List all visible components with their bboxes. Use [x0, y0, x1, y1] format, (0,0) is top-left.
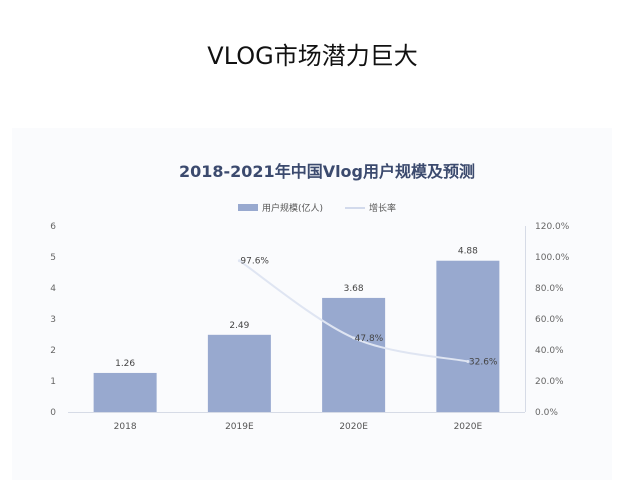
growth-line	[237, 259, 470, 363]
bar-value-label: 4.88	[458, 247, 478, 257]
left-tick-label: 6	[50, 222, 56, 232]
right-tick-label: 120.0%	[535, 222, 570, 232]
left-tick-label: 1	[50, 377, 56, 387]
chart-title: 2018-2021年中国Vlog用户规模及预测	[179, 162, 475, 181]
growth-point	[237, 259, 241, 263]
right-tick-label: 100.0%	[535, 253, 570, 263]
bar-value-label: 3.68	[344, 284, 364, 294]
bar	[322, 297, 386, 412]
bar	[207, 334, 271, 412]
page-title: VLOG市场潜力巨大	[207, 42, 418, 70]
bar	[436, 260, 500, 412]
left-tick-label: 4	[50, 284, 56, 294]
legend-label-growth: 增长率	[369, 202, 396, 214]
x-tick-label: 2020E	[339, 422, 368, 432]
growth-value-label: 32.6%	[469, 357, 498, 367]
right-tick-label: 40.0%	[535, 346, 564, 356]
chart-panel: 2018-2021年中国Vlog用户规模及预测 用户规模(亿人) 增长率 0 1 2 3…	[12, 128, 612, 480]
growth-point	[466, 359, 470, 363]
left-tick-label: 2	[50, 346, 56, 356]
right-tick-label: 80.0%	[535, 284, 564, 294]
right-tick-label: 20.0%	[535, 377, 564, 387]
legend-swatch-users	[238, 204, 258, 211]
chart: 2018-2021年中国Vlog用户规模及预测 用户规模(亿人) 增长率 0 1 2 3…	[50, 162, 569, 432]
right-tick-label: 60.0%	[535, 315, 564, 325]
x-tick-label: 2018	[114, 422, 137, 432]
left-tick-label: 0	[50, 408, 56, 418]
growth-value-label: 47.8%	[355, 334, 384, 344]
legend: 用户规模(亿人) 增长率	[238, 202, 396, 214]
left-tick-label: 5	[50, 253, 56, 263]
bars	[93, 260, 500, 412]
x-tick-label: 2020E	[454, 422, 483, 432]
legend-label-users: 用户规模(亿人)	[262, 202, 323, 214]
bar-value-label: 1.26	[115, 359, 135, 369]
x-tick-label: 2019E	[225, 422, 254, 432]
data-labels: 1.26 2.49 3.68 4.88 97.6% 47.8% 32.6%	[115, 247, 498, 369]
axes: 01234560.0%20.0%40.0%60.0%80.0%100.0%120…	[50, 222, 569, 432]
left-tick-label: 3	[50, 315, 56, 325]
bar-value-label: 2.49	[229, 321, 249, 331]
growth-value-label: 97.6%	[240, 257, 269, 267]
right-tick-label: 0.0%	[535, 408, 558, 418]
growth-point	[352, 336, 356, 340]
bar	[93, 372, 157, 412]
